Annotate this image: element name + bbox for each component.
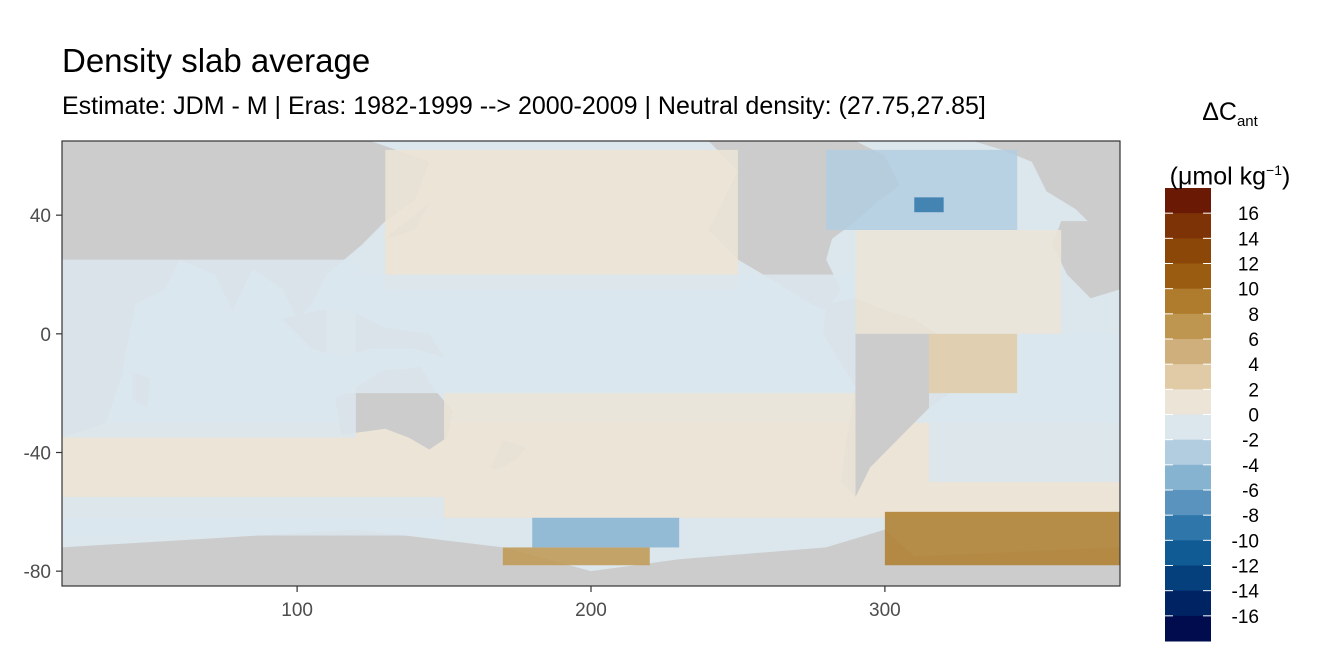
land-masses — [62, 141, 1120, 586]
legend-unit-open: (μmol kg — [1169, 162, 1267, 191]
land-south-america — [823, 298, 959, 497]
chart-subtitle: Estimate: JDM - M | Eras: 1982-1999 --> … — [62, 92, 986, 120]
region-north-atlantic-subtropical — [855, 230, 1062, 334]
legend-swatch — [1165, 439, 1211, 466]
legend-label: -16 — [1232, 607, 1259, 628]
x-tick-label: 300 — [869, 600, 901, 621]
land-west-africa — [1052, 221, 1120, 299]
legend-unit-close: ) — [1282, 162, 1291, 191]
legend-unit-sup: −1 — [1266, 162, 1282, 178]
y-tick-label: 40 — [30, 206, 51, 227]
legend-label: 8 — [1248, 305, 1259, 326]
chart-title: Density slab average — [62, 42, 371, 79]
legend-label: -10 — [1232, 531, 1259, 552]
x-tick-label: 200 — [575, 600, 607, 621]
legend-subscript: ant — [1236, 113, 1258, 130]
legend-swatch — [1165, 515, 1211, 541]
legend-label: 6 — [1248, 330, 1259, 351]
legend-swatch — [1165, 263, 1211, 290]
legend-swatch — [1165, 389, 1211, 415]
region-labrador-irminger — [914, 197, 944, 213]
legend-label: 12 — [1238, 255, 1259, 276]
region-amundsen-bellingshausen — [532, 517, 680, 548]
land-north-america — [591, 141, 900, 311]
region-southern-ocean-indian-sector — [62, 497, 445, 536]
land-greenland-europe-east — [973, 141, 1120, 230]
legend-swatch — [1165, 288, 1211, 315]
legend-swatch — [1165, 313, 1211, 340]
legend-swatch — [1165, 590, 1211, 617]
region-ross-sea — [502, 547, 650, 566]
land-europe — [62, 141, 136, 216]
legend-swatch — [1165, 490, 1211, 516]
legend-symbol: ΔC — [1202, 98, 1237, 126]
legend-swatch — [1165, 339, 1211, 365]
legend-swatch — [1165, 414, 1211, 441]
legend-swatch — [1165, 364, 1211, 390]
region-north-atlantic-subpolar — [826, 149, 1018, 230]
legend-label: -4 — [1242, 456, 1259, 477]
legend-label: 2 — [1248, 380, 1259, 401]
region-indian-ocean — [62, 259, 356, 438]
legend-label: 4 — [1248, 355, 1259, 376]
legend-label: -8 — [1242, 506, 1259, 527]
region-weddell-sea — [884, 511, 1120, 566]
legend-swatch — [1165, 188, 1211, 214]
legend-label: 16 — [1238, 204, 1259, 225]
legend-label: -12 — [1232, 557, 1259, 578]
legend-swatch — [1165, 213, 1211, 239]
legend-swatch — [1165, 565, 1211, 592]
legend-swatch — [1165, 464, 1211, 491]
region-brazil-current — [928, 333, 1018, 394]
region-south-pacific — [444, 393, 856, 497]
land-antarctica — [62, 529, 1120, 586]
legend-swatch — [1165, 238, 1211, 264]
legend-label: -2 — [1242, 431, 1259, 452]
region-north-pacific — [385, 149, 738, 290]
legend: 16 14 12 10 8 6 4 2 0 -2 -4 -6 -8 -10 -12 -14 -16 — [1165, 188, 1259, 642]
y-tick-label: -40 — [24, 444, 51, 465]
x-tick-label: 100 — [281, 600, 313, 621]
y-tick-label: 0 — [40, 325, 51, 346]
legend-title: ΔCant (μmol kg−1) — [1160, 88, 1300, 200]
legend-label: -6 — [1242, 481, 1259, 502]
legend-label: 10 — [1238, 280, 1259, 301]
land-eurasia-africa — [62, 141, 430, 438]
legend-label: 0 — [1248, 406, 1259, 427]
data-cells — [62, 149, 1120, 566]
legend-label: 14 — [1238, 229, 1260, 250]
region-tropical-pacific — [326, 274, 856, 394]
legend-swatch — [1165, 615, 1211, 642]
y-tick-label: -80 — [24, 562, 51, 583]
legend-swatch — [1165, 540, 1211, 566]
legend-label: -14 — [1232, 582, 1260, 603]
